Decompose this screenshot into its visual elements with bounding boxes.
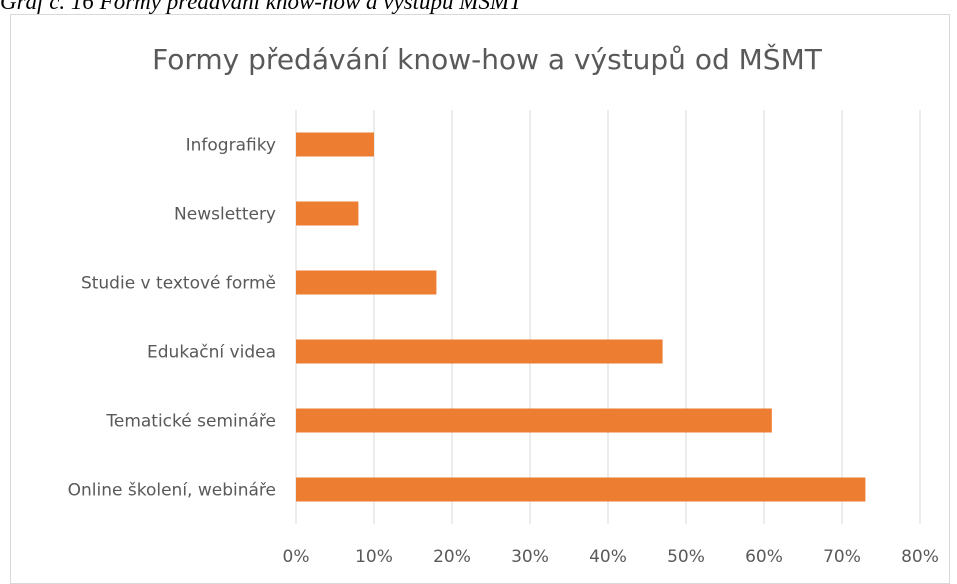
bar bbox=[296, 270, 437, 295]
bar bbox=[296, 201, 359, 226]
x-tick-label: 20% bbox=[433, 547, 471, 567]
category-label: Edukační videa bbox=[147, 343, 276, 363]
bar bbox=[296, 408, 772, 433]
x-tick-label: 30% bbox=[511, 547, 549, 567]
category-label: Tematické semináře bbox=[105, 412, 276, 432]
category-label: Studie v textové formě bbox=[81, 274, 276, 294]
bar bbox=[296, 477, 866, 502]
x-tick-label: 0% bbox=[283, 547, 310, 567]
bar bbox=[296, 339, 663, 364]
figure-caption: Graf č. 16 Formy předávání know-how a vý… bbox=[0, 0, 522, 14]
category-label: Newslettery bbox=[174, 205, 276, 225]
x-tick-label: 10% bbox=[355, 547, 393, 567]
category-label: Infografiky bbox=[186, 136, 276, 156]
bars bbox=[296, 132, 866, 502]
chart-title: Formy předávání know-how a výstupů od MŠ… bbox=[152, 42, 823, 76]
category-label: Online školení, webináře bbox=[68, 481, 276, 501]
x-tick-label: 40% bbox=[589, 547, 627, 567]
category-labels: Infografiky Newslettery Studie v textové f… bbox=[68, 136, 276, 501]
x-tick-label: 80% bbox=[901, 547, 939, 567]
bar bbox=[296, 132, 374, 157]
gridlines bbox=[295, 110, 921, 524]
x-tick-label: 70% bbox=[823, 547, 861, 567]
x-tick-label: 50% bbox=[667, 547, 705, 567]
x-tick-label: 60% bbox=[745, 547, 783, 567]
x-tick-labels: 0% 10% 20% 30% 40% 50% 60% 70% 80% bbox=[283, 547, 939, 567]
